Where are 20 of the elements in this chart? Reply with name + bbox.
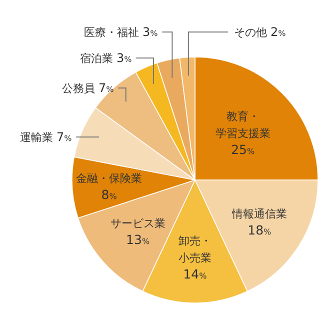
slice-label: 金融・保険業 (76, 172, 142, 185)
data-label: 18% (248, 222, 272, 238)
slice-label: 宿泊業 (80, 52, 116, 65)
data-label: 7% (56, 130, 72, 144)
data-label: 3% (142, 25, 158, 39)
slice-label: サービス業 (110, 216, 166, 230)
data-label: 7% (98, 81, 114, 95)
data-label: 8% (101, 186, 118, 202)
slice-label: 医療・福祉 (84, 26, 142, 39)
slice-label: 教育・学習支援業 (215, 110, 270, 140)
data-label: 14% (183, 266, 208, 282)
slice-label: その他 (234, 26, 270, 39)
slice-label: 公務員 (62, 82, 98, 95)
slice-label: 卸売・小売業 (178, 234, 212, 264)
slice-label: 情報通信業 (230, 207, 287, 220)
data-label: 3% (116, 51, 132, 65)
slice-label: 運輸業 (20, 131, 56, 144)
data-label: 25% (231, 142, 255, 158)
data-label: 2% (270, 25, 286, 39)
data-label: 13% (126, 232, 150, 247)
